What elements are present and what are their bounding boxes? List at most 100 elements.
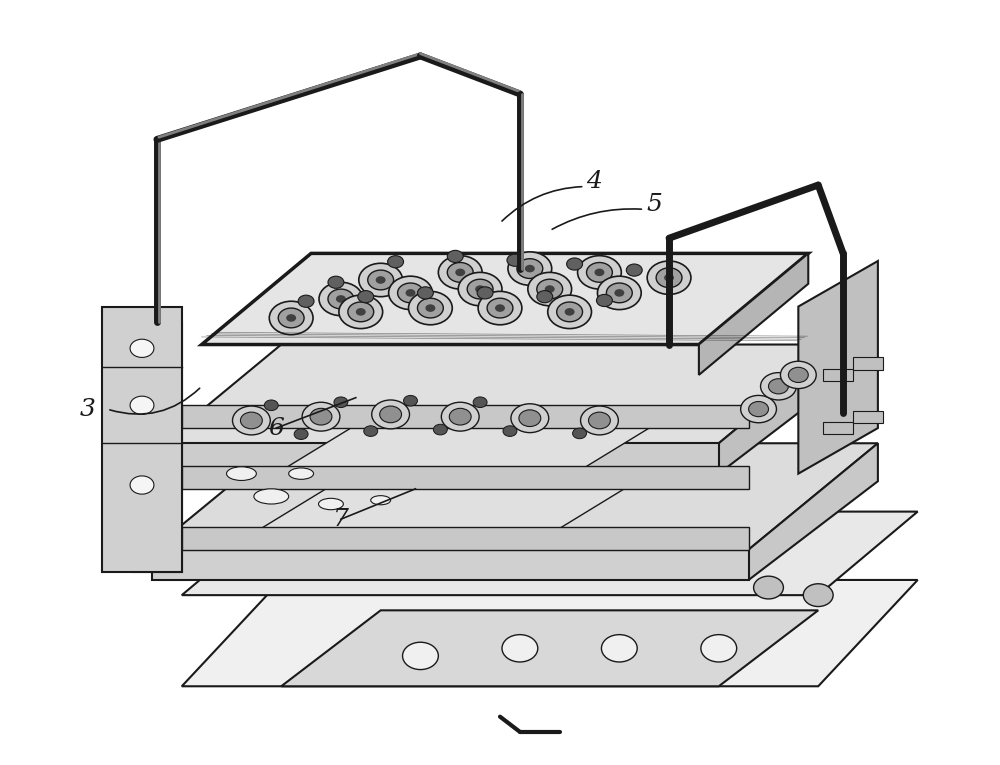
Circle shape: [601, 635, 637, 662]
Circle shape: [449, 409, 471, 425]
Text: 6: 6: [268, 417, 284, 440]
Circle shape: [380, 406, 402, 423]
Polygon shape: [251, 428, 649, 489]
Circle shape: [438, 256, 482, 289]
Bar: [823, 369, 853, 381]
Ellipse shape: [289, 468, 314, 480]
Circle shape: [372, 400, 410, 429]
Circle shape: [511, 404, 549, 433]
Circle shape: [417, 298, 443, 318]
Circle shape: [447, 262, 473, 282]
Circle shape: [528, 272, 572, 306]
Circle shape: [358, 291, 374, 303]
Circle shape: [741, 396, 776, 423]
Circle shape: [754, 576, 783, 599]
Circle shape: [441, 402, 479, 431]
Circle shape: [788, 367, 808, 382]
Polygon shape: [699, 253, 808, 375]
Polygon shape: [152, 549, 749, 580]
Circle shape: [328, 276, 344, 288]
Circle shape: [656, 268, 682, 288]
Circle shape: [502, 635, 538, 662]
Ellipse shape: [227, 467, 256, 480]
Circle shape: [589, 412, 610, 429]
Polygon shape: [719, 344, 838, 474]
Circle shape: [594, 269, 604, 276]
Circle shape: [286, 314, 296, 322]
Circle shape: [269, 301, 313, 334]
Polygon shape: [162, 443, 719, 474]
Circle shape: [328, 289, 354, 309]
Circle shape: [336, 295, 346, 303]
Text: 3: 3: [79, 398, 95, 421]
Circle shape: [780, 361, 816, 389]
Polygon shape: [182, 466, 749, 489]
Circle shape: [433, 425, 447, 435]
Circle shape: [803, 584, 833, 607]
Circle shape: [130, 339, 154, 357]
Circle shape: [578, 256, 621, 289]
Polygon shape: [202, 253, 808, 344]
Circle shape: [557, 302, 583, 322]
Circle shape: [701, 635, 737, 662]
Polygon shape: [162, 344, 838, 443]
Circle shape: [455, 269, 465, 276]
Circle shape: [503, 426, 517, 436]
Circle shape: [368, 270, 394, 290]
Circle shape: [232, 406, 270, 435]
Circle shape: [294, 429, 308, 439]
Circle shape: [398, 283, 423, 303]
Polygon shape: [102, 307, 182, 572]
Circle shape: [478, 291, 522, 325]
Bar: [853, 411, 883, 423]
Ellipse shape: [319, 498, 343, 509]
Circle shape: [389, 276, 432, 310]
Circle shape: [388, 256, 404, 268]
Circle shape: [525, 265, 535, 272]
Text: 5: 5: [646, 193, 662, 216]
Circle shape: [348, 302, 374, 322]
Circle shape: [495, 304, 505, 312]
Polygon shape: [251, 474, 649, 535]
Circle shape: [359, 263, 403, 297]
Circle shape: [302, 402, 340, 431]
Polygon shape: [182, 405, 749, 428]
Circle shape: [356, 308, 366, 316]
Polygon shape: [798, 261, 878, 474]
Circle shape: [487, 298, 513, 318]
Circle shape: [664, 274, 674, 282]
Polygon shape: [182, 580, 918, 686]
Circle shape: [614, 289, 624, 297]
Circle shape: [264, 400, 278, 411]
Bar: [853, 357, 883, 369]
Circle shape: [508, 252, 552, 285]
Text: 7: 7: [333, 508, 349, 531]
Polygon shape: [132, 322, 182, 572]
Circle shape: [537, 279, 563, 299]
Circle shape: [647, 261, 691, 295]
Polygon shape: [281, 610, 818, 686]
Circle shape: [477, 287, 493, 299]
Circle shape: [278, 308, 304, 328]
Circle shape: [507, 254, 523, 266]
Circle shape: [517, 259, 543, 278]
Circle shape: [319, 282, 363, 316]
Circle shape: [334, 397, 348, 408]
Ellipse shape: [254, 489, 289, 504]
Circle shape: [467, 279, 493, 299]
Polygon shape: [182, 512, 918, 595]
Circle shape: [310, 409, 332, 425]
Circle shape: [581, 406, 618, 435]
Circle shape: [475, 285, 485, 293]
Circle shape: [409, 291, 452, 325]
Circle shape: [626, 264, 642, 276]
Circle shape: [298, 295, 314, 308]
Circle shape: [567, 258, 583, 270]
Circle shape: [519, 410, 541, 427]
Circle shape: [545, 285, 555, 293]
Circle shape: [364, 426, 378, 436]
Polygon shape: [749, 443, 878, 580]
Circle shape: [417, 287, 433, 299]
Bar: [823, 422, 853, 435]
Polygon shape: [152, 443, 878, 549]
